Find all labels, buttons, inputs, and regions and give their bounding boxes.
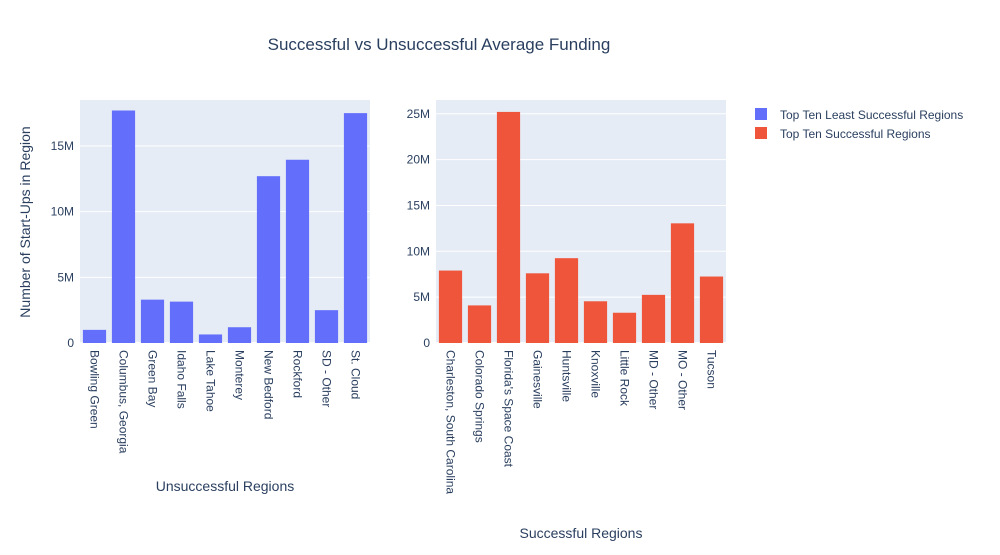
bar-little-rock[interactable] xyxy=(612,312,637,343)
x-axis-title-right: Successful Regions xyxy=(520,525,643,541)
bar-lake-tahoe[interactable] xyxy=(198,334,223,343)
x-tick-label: Little Rock xyxy=(618,350,632,407)
x-tick-label: Tucson xyxy=(705,350,719,389)
y-tick-label: 10M xyxy=(51,205,74,219)
x-tick-label: St. Cloud xyxy=(349,350,363,399)
bar-huntsville[interactable] xyxy=(554,258,579,343)
bar-rockford[interactable] xyxy=(285,159,310,343)
x-tick-label: Lake Tahoe xyxy=(204,350,218,412)
x-tick-label: Florida's Space Coast xyxy=(502,350,516,468)
x-tick-label: Charleston, South Carolina xyxy=(444,350,458,494)
bar-charleston-south-carolina[interactable] xyxy=(438,270,463,343)
y-ticks-right: 0 5M 10M 15M 20M 25M xyxy=(407,107,431,350)
y-tick-label: 5M xyxy=(413,290,430,304)
x-tick-label: MO - Other xyxy=(676,350,690,410)
y-axis-title: Number of Start-Ups in Region xyxy=(17,126,33,317)
x-tick-label: Bowling Green xyxy=(88,350,102,429)
y-tick-label: 5M xyxy=(57,270,74,284)
bar-st-cloud[interactable] xyxy=(343,113,368,343)
x-tick-label: SD - Other xyxy=(320,350,334,407)
x-tick-label: Green Bay xyxy=(146,350,160,407)
bar-knoxville[interactable] xyxy=(583,301,608,343)
legend-swatch-successful xyxy=(755,127,767,139)
x-tick-label: Columbus, Georgia xyxy=(117,350,131,454)
x-tick-label: Huntsville xyxy=(560,350,574,402)
bar-gainesville[interactable] xyxy=(525,273,550,343)
x-tick-label: MD - Other xyxy=(647,350,661,409)
y-tick-label: 10M xyxy=(407,244,430,258)
bar-bowling-green[interactable] xyxy=(82,329,107,343)
x-tick-label: Monterey xyxy=(233,350,247,400)
x-ticks-right: Charleston, South Carolina Colorado Sprin… xyxy=(444,350,719,494)
bar-columbus-georgia[interactable] xyxy=(111,110,136,343)
subplot-unsuccessful: 0 5M 10M 15M Bowling Green Columbus, Georgia… xyxy=(17,100,370,494)
chart-title: Successful vs Unsuccessful Average Fundi… xyxy=(268,35,611,54)
x-tick-label: Gainesville xyxy=(531,350,545,409)
legend-item-successful[interactable]: Top Ten Successful Regions xyxy=(755,127,931,141)
bar-idaho-falls[interactable] xyxy=(169,301,194,343)
bar-mo-other[interactable] xyxy=(670,223,695,343)
y-tick-label: 15M xyxy=(407,198,430,212)
x-ticks-left: Bowling Green Columbus, Georgia Green Bay I… xyxy=(88,350,363,454)
x-tick-label: New Bedford xyxy=(262,350,276,419)
bar-colorado-springs[interactable] xyxy=(467,305,492,343)
bar-tucson[interactable] xyxy=(699,276,724,343)
legend-swatch-least-successful xyxy=(755,108,767,120)
legend: Top Ten Least Successful Regions Top Ten… xyxy=(755,108,963,141)
y-tick-label: 0 xyxy=(423,336,430,350)
bar-new-bedford[interactable] xyxy=(256,176,281,343)
y-tick-label: 25M xyxy=(407,107,430,121)
bar-monterey[interactable] xyxy=(227,327,252,343)
bar-florida-s-space-coast[interactable] xyxy=(496,111,521,344)
x-tick-label: Colorado Springs xyxy=(473,350,487,443)
subplot-successful: 0 5M 10M 15M 20M 25M Charleston, South Caroli… xyxy=(407,100,726,541)
legend-label-least-successful: Top Ten Least Successful Regions xyxy=(780,108,963,122)
bar-md-other[interactable] xyxy=(641,294,666,343)
x-tick-label: Knoxville xyxy=(589,350,603,398)
legend-label-successful: Top Ten Successful Regions xyxy=(780,127,931,141)
x-tick-label: Rockford xyxy=(291,350,305,398)
y-tick-label: 15M xyxy=(51,139,74,153)
bar-sd-other[interactable] xyxy=(314,310,339,343)
y-tick-label: 0 xyxy=(67,336,74,350)
bars-left xyxy=(82,110,368,343)
x-axis-title-left: Unsuccessful Regions xyxy=(156,478,295,494)
y-ticks-left: 0 5M 10M 15M xyxy=(51,139,75,350)
legend-item-least-successful[interactable]: Top Ten Least Successful Regions xyxy=(755,108,963,122)
bars-right xyxy=(438,111,724,344)
y-tick-label: 20M xyxy=(407,153,430,167)
x-tick-label: Idaho Falls xyxy=(175,350,189,409)
bar-green-bay[interactable] xyxy=(140,299,165,343)
